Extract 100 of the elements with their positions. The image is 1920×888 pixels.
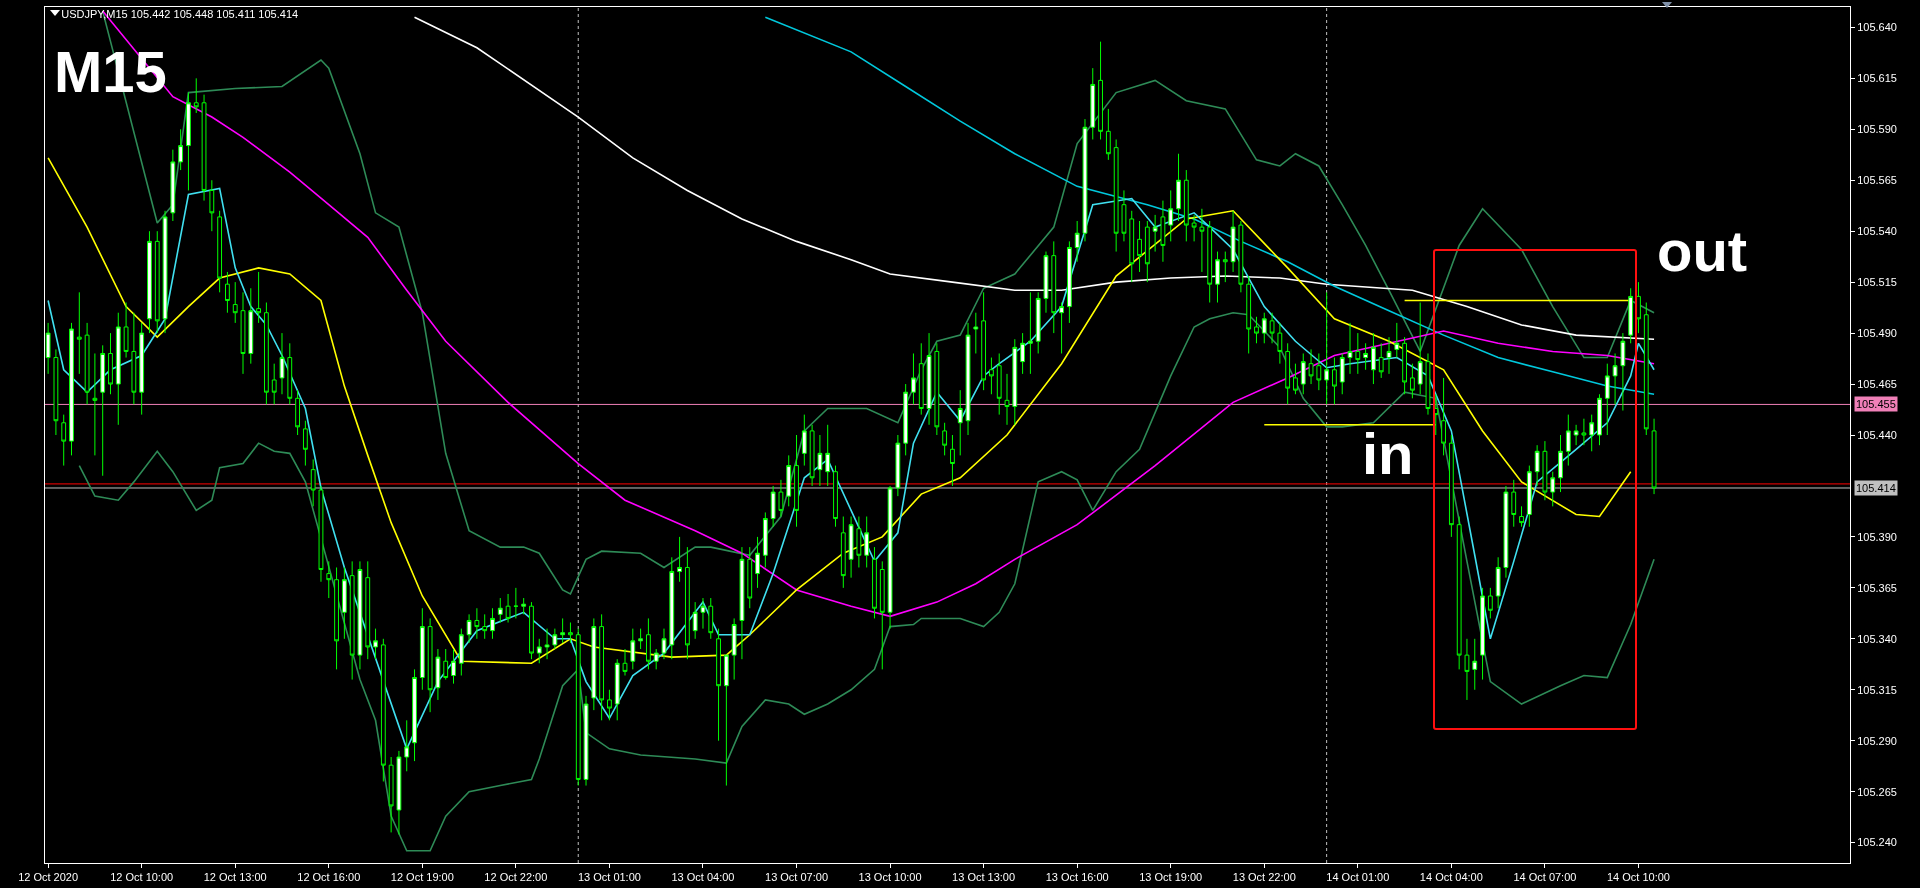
y-tick-label: 105.515 bbox=[1857, 275, 1897, 288]
candlestick bbox=[817, 434, 823, 487]
candlestick bbox=[1347, 322, 1353, 375]
candlestick bbox=[895, 434, 901, 497]
candlestick bbox=[723, 654, 729, 787]
candlestick bbox=[1526, 465, 1532, 528]
candlestick bbox=[451, 648, 456, 685]
candlestick bbox=[536, 638, 542, 664]
candlestick bbox=[1643, 302, 1649, 436]
x-tick-label: 13 Oct 07:00 bbox=[765, 871, 829, 884]
candlestick bbox=[1612, 352, 1618, 405]
candlestick bbox=[762, 511, 768, 568]
candlestick bbox=[1550, 471, 1556, 507]
candlestick bbox=[1285, 342, 1291, 405]
y-tick-label: 105.265 bbox=[1857, 785, 1897, 798]
candlestick bbox=[840, 516, 846, 589]
candlestick bbox=[521, 597, 527, 615]
candlestick bbox=[918, 342, 924, 416]
candlestick bbox=[1409, 363, 1415, 399]
y-tick-label: 105.565 bbox=[1857, 174, 1897, 187]
candlestick bbox=[193, 77, 199, 114]
y-tick-label: 105.240 bbox=[1857, 836, 1897, 849]
candlestick bbox=[482, 613, 488, 640]
x-tick-label: 13 Oct 22:00 bbox=[1232, 871, 1296, 884]
candlestick bbox=[1324, 291, 1330, 405]
candlestick bbox=[365, 560, 371, 660]
candlestick bbox=[529, 601, 534, 660]
candlestick bbox=[466, 613, 472, 644]
y-tick-label: 105.365 bbox=[1857, 581, 1897, 594]
candlestick bbox=[1456, 516, 1462, 670]
candlestick bbox=[708, 597, 714, 640]
candlestick bbox=[1495, 556, 1501, 609]
candlestick bbox=[607, 689, 612, 721]
candlestick bbox=[334, 566, 339, 670]
line-series bbox=[47, 157, 1632, 665]
candlestick bbox=[256, 271, 262, 324]
candlestick bbox=[848, 516, 854, 579]
candlestick bbox=[879, 560, 885, 670]
ref-line-label: 105.455 bbox=[1856, 398, 1896, 410]
candlestick bbox=[1480, 587, 1485, 681]
candlestick bbox=[1371, 332, 1376, 385]
candlestick bbox=[1230, 210, 1236, 273]
candlestick bbox=[1160, 200, 1166, 263]
candlestick bbox=[388, 756, 394, 833]
candlestick bbox=[1581, 418, 1587, 446]
candlestick bbox=[692, 601, 698, 640]
candlestick bbox=[1152, 214, 1158, 253]
candlestick bbox=[653, 648, 659, 670]
candlestick bbox=[1511, 479, 1517, 528]
candlestick bbox=[1519, 505, 1524, 528]
candlestick bbox=[1402, 336, 1408, 395]
x-tick-label: 12 Oct 13:00 bbox=[203, 871, 267, 884]
candlestick bbox=[583, 695, 589, 787]
candlestick bbox=[872, 546, 877, 619]
candlestick bbox=[1464, 638, 1470, 701]
candlestick bbox=[1082, 118, 1088, 242]
candlestick bbox=[1300, 352, 1306, 395]
candlestick bbox=[412, 668, 417, 762]
candlestick bbox=[942, 422, 948, 456]
candlestick bbox=[856, 516, 862, 568]
candlestick bbox=[1043, 251, 1049, 314]
candlestick bbox=[591, 617, 597, 711]
candlestick bbox=[108, 332, 113, 395]
candlestick bbox=[809, 424, 815, 487]
candlestick bbox=[973, 312, 979, 354]
candlestick bbox=[1004, 373, 1010, 426]
candlestick bbox=[981, 291, 987, 391]
candlestick bbox=[1651, 418, 1657, 495]
candlestick bbox=[1074, 220, 1080, 263]
candlestick bbox=[1176, 153, 1181, 222]
candlestick bbox=[568, 622, 573, 644]
candlestick bbox=[1355, 332, 1361, 375]
candlestick bbox=[1558, 434, 1563, 493]
candlestick bbox=[1542, 440, 1548, 501]
x-tick-label: 14 Oct 04:00 bbox=[1419, 871, 1483, 884]
candlestick bbox=[1191, 214, 1197, 242]
y-tick-label: 105.440 bbox=[1857, 428, 1897, 441]
line-series bbox=[764, 16, 1655, 396]
candlestick bbox=[162, 210, 168, 334]
candlestick bbox=[76, 291, 82, 375]
candlestick bbox=[1472, 638, 1478, 691]
candlestick bbox=[1090, 67, 1096, 140]
candlestick bbox=[1098, 41, 1103, 140]
candlestick bbox=[271, 363, 277, 405]
candlestick bbox=[1293, 363, 1298, 395]
candlestick bbox=[404, 719, 410, 772]
candlestick bbox=[794, 434, 799, 528]
y-tick-label: 105.290 bbox=[1857, 734, 1897, 747]
candlestick bbox=[1604, 363, 1610, 436]
candlestick bbox=[1339, 352, 1345, 395]
candlestick bbox=[154, 230, 160, 334]
candlestick bbox=[443, 648, 449, 681]
y-tick-label: 105.540 bbox=[1857, 225, 1897, 238]
candlestick bbox=[490, 607, 495, 640]
x-tick-label: 12 Oct 22:00 bbox=[484, 871, 548, 884]
candlestick bbox=[131, 312, 137, 405]
candlestick bbox=[957, 389, 963, 456]
candlestick bbox=[1394, 322, 1400, 359]
candlestick bbox=[1503, 485, 1509, 579]
candlestick bbox=[1417, 302, 1423, 395]
